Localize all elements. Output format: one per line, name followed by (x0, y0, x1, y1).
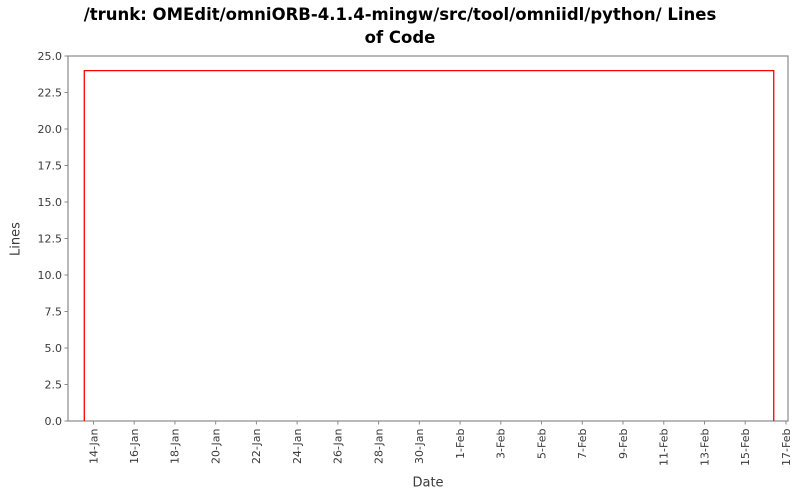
x-tick-label: 13-Feb (698, 428, 711, 465)
x-tick-label: 16-Jan (128, 428, 141, 464)
x-tick-label: 1-Feb (454, 428, 467, 458)
x-tick-label: 18-Jan (169, 428, 182, 464)
y-tick-label: 25.0 (38, 50, 63, 63)
x-axis-label: Date (412, 475, 444, 491)
x-tick-label: 5-Feb (535, 428, 548, 458)
x-tick-label: 11-Feb (658, 428, 671, 465)
chart-title-line1: /trunk: OMEdit/omniORB-4.1.4-mingw/src/t… (83, 5, 717, 24)
series-line (83, 69, 775, 421)
x-tick-label: 7-Feb (576, 428, 589, 458)
chart-title-line2: of Code (364, 28, 436, 47)
y-tick-label: 15.0 (38, 196, 63, 209)
x-tick-label: 28-Jan (372, 428, 385, 464)
y-tick-label: 0.0 (45, 415, 63, 428)
y-tick-label: 5.0 (45, 342, 63, 355)
x-tick-label: 17-Feb (780, 428, 793, 465)
y-tick-label: 17.5 (38, 159, 63, 172)
x-tick-label: 15-Feb (739, 428, 752, 465)
x-tick-label: 26-Jan (332, 428, 345, 464)
x-tick-label: 22-Jan (250, 428, 263, 464)
x-tick-label: 14-Jan (87, 428, 100, 464)
x-tick-label: 3-Feb (495, 428, 508, 458)
y-tick-label: 20.0 (38, 123, 63, 136)
x-tick-label: 20-Jan (209, 428, 222, 464)
x-tick-label: 9-Feb (617, 428, 630, 458)
x-tick-label: 30-Jan (413, 428, 426, 464)
chart-title: /trunk: OMEdit/omniORB-4.1.4-mingw/src/t… (0, 3, 800, 49)
y-tick-label: 10.0 (38, 269, 63, 282)
y-tick-label: 7.5 (45, 305, 63, 318)
x-tick-label: 24-Jan (291, 428, 304, 464)
y-tick-label: 2.5 (45, 378, 63, 391)
y-tick-label: 12.5 (38, 232, 63, 245)
y-axis-label: Lines (8, 222, 24, 256)
plot-frame (67, 55, 789, 422)
y-tick-label: 22.5 (38, 86, 63, 99)
